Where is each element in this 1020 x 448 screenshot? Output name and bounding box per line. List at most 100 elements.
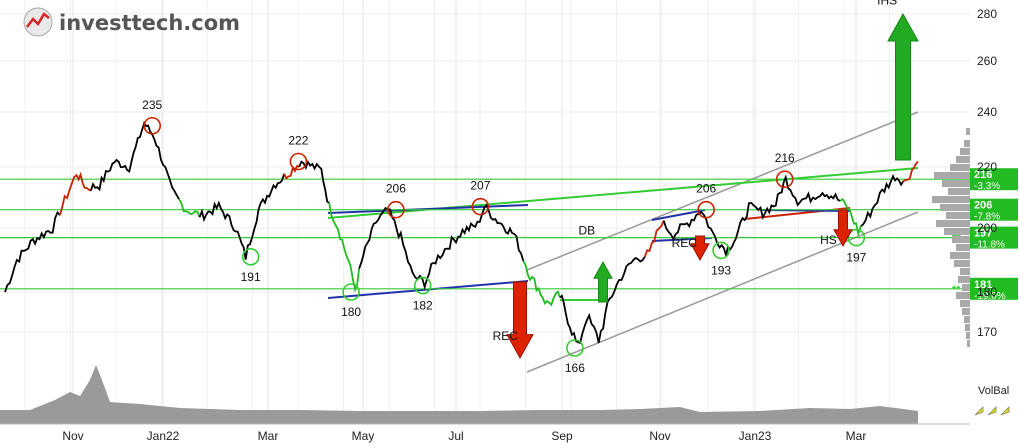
volbal-arrow-icon xyxy=(1000,406,1010,416)
pattern-label: REC xyxy=(672,236,698,250)
profile-bar xyxy=(940,204,970,211)
pattern-label: IHS xyxy=(877,0,897,7)
level-box xyxy=(970,198,1018,221)
x-tick-label: Sep xyxy=(551,429,573,443)
y-tick-label: 280 xyxy=(977,7,997,21)
level-marker: ** xyxy=(952,284,961,296)
brand-logo[interactable]: investtech.com xyxy=(23,7,240,37)
up-arrow xyxy=(887,12,919,161)
price-segment xyxy=(59,171,92,216)
peak-circle xyxy=(775,170,794,188)
y-tick-label: 180 xyxy=(977,285,997,299)
peak-label: 216 xyxy=(775,151,795,165)
profile-bar xyxy=(934,172,970,179)
level-value: 181 xyxy=(974,279,992,291)
price-segment xyxy=(178,198,201,218)
x-tick-label: Nov xyxy=(649,429,670,443)
profile-bar xyxy=(967,340,970,347)
neckline-line xyxy=(327,204,529,214)
x-tick-label: Jan22 xyxy=(147,429,180,443)
volume-profile xyxy=(932,128,970,347)
profile-bar xyxy=(964,316,970,323)
volume-balance-label: VolBal xyxy=(978,385,1009,397)
pattern-label: REC xyxy=(493,329,519,343)
y-tick-label: 220 xyxy=(977,160,997,174)
price-segment xyxy=(328,202,360,293)
trough-circle xyxy=(847,228,866,247)
profile-bar xyxy=(960,300,970,307)
price-segment xyxy=(198,173,286,260)
profile-bar xyxy=(960,148,970,155)
peak-circle xyxy=(143,116,161,135)
volume-shape xyxy=(0,365,918,424)
price-segment xyxy=(662,174,841,256)
peak-label: 206 xyxy=(386,182,406,196)
level-percent: -3.3% xyxy=(974,181,1000,192)
volume-area xyxy=(0,365,918,424)
level-percent: -19.0% xyxy=(974,291,1006,302)
price-segment xyxy=(860,174,904,228)
profile-bar xyxy=(966,128,970,135)
profile-bar xyxy=(960,268,970,275)
profile-bar xyxy=(950,252,970,259)
profile-bar xyxy=(956,244,970,251)
down-arrow xyxy=(833,209,853,248)
profile-bar xyxy=(952,236,970,243)
peak-circle xyxy=(387,200,405,219)
peak-label: 235 xyxy=(142,98,162,112)
price-segment xyxy=(358,203,525,291)
neckline-line xyxy=(327,280,529,299)
y-tick-label: 170 xyxy=(977,325,997,339)
neckline-line xyxy=(651,209,706,221)
profile-bar xyxy=(936,220,970,227)
trough-label: 182 xyxy=(413,299,433,313)
level-value: 206 xyxy=(974,200,992,212)
level-box xyxy=(970,168,1018,191)
level-percent: -11.8% xyxy=(974,240,1005,251)
profile-bar xyxy=(962,284,970,291)
peak-label: 222 xyxy=(288,134,308,148)
volbal-arrow-icon xyxy=(974,406,984,416)
channel-upper-line xyxy=(526,111,919,271)
profile-bar xyxy=(964,140,970,147)
pattern-lines xyxy=(327,111,919,373)
level-box xyxy=(970,277,1018,300)
x-tick-label: Mar xyxy=(846,429,867,443)
profile-bar xyxy=(950,164,970,171)
profile-bar xyxy=(948,188,970,195)
peak-circle xyxy=(697,200,715,219)
trough-circle xyxy=(413,276,432,295)
price-segment xyxy=(4,210,61,293)
peak-label: 206 xyxy=(696,182,716,196)
support-resistance-levels: **216-3.3%**206-7.8%**197-11.8%**181-19.… xyxy=(0,168,1018,302)
pattern-marks: 235 222 206 207 216 206 191 180 182 166 193 197 REC D… xyxy=(142,0,919,375)
trough-label: 193 xyxy=(711,263,731,277)
trough-label: 191 xyxy=(241,270,261,284)
level-value: 216 xyxy=(974,169,992,181)
profile-bar xyxy=(962,308,970,315)
price-segment xyxy=(644,220,665,258)
profile-bar xyxy=(942,180,970,187)
down-arrow xyxy=(506,281,534,360)
y-tick-label: 200 xyxy=(977,221,997,235)
profile-bar xyxy=(966,332,970,339)
trough-circle xyxy=(566,339,584,357)
price-segment xyxy=(90,120,180,200)
price-line xyxy=(4,120,919,345)
up-arrow xyxy=(593,260,613,303)
profile-bar xyxy=(956,292,970,299)
level-value: 197 xyxy=(974,228,992,240)
pattern-label: DB xyxy=(578,223,595,237)
level-box xyxy=(970,226,1018,249)
x-tick-label: Nov xyxy=(62,429,83,443)
trough-circle xyxy=(342,283,360,301)
profile-bar xyxy=(944,228,970,235)
trough-circle xyxy=(241,247,260,266)
logo-chart-icon xyxy=(26,12,50,28)
price-segment xyxy=(559,256,646,345)
pattern-label: HS xyxy=(820,233,837,247)
down-arrow xyxy=(690,235,710,262)
profile-bar xyxy=(965,324,970,331)
